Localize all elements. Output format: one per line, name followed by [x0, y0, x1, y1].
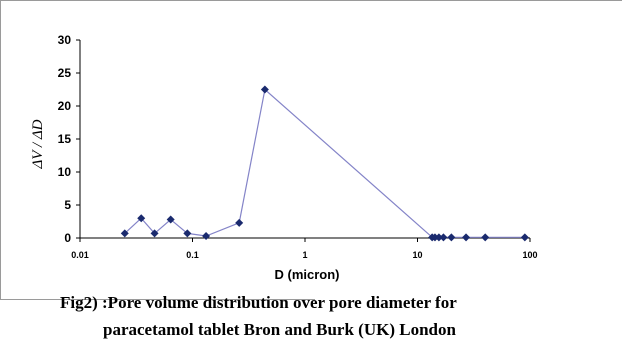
x-tick-label: 1	[302, 250, 307, 260]
y-tick-label: 25	[58, 66, 72, 80]
y-axis-title: ΔV / ΔD	[30, 119, 46, 169]
data-point-marker	[202, 232, 211, 241]
data-point-marker	[462, 233, 471, 242]
y-tick-label: 15	[58, 132, 72, 146]
x-tick-label: 10	[412, 250, 422, 260]
data-point-marker	[439, 233, 448, 242]
frame-bottom-border	[0, 299, 315, 300]
y-tick-label: 10	[58, 165, 72, 179]
data-point-marker	[481, 233, 490, 242]
x-axis-title: D (micron)	[275, 267, 340, 282]
data-point-marker	[120, 229, 129, 238]
frame-left-border	[0, 0, 1, 300]
data-point-marker	[137, 214, 146, 223]
data-point-marker	[447, 233, 456, 242]
x-tick-label: 0.1	[186, 250, 199, 260]
data-point-marker	[183, 229, 192, 238]
y-tick-label: 5	[64, 198, 71, 212]
data-point-marker	[235, 218, 244, 227]
caption-line-1: Fig2) :Pore volume distribution over por…	[60, 293, 457, 312]
data-point-marker	[260, 85, 269, 94]
series-line	[124, 88, 525, 238]
caption-line-2: paracetamol tablet Bron and Burk (UK) Lo…	[103, 320, 456, 339]
frame-top-border	[0, 0, 622, 1]
data-point-marker	[434, 233, 443, 242]
y-tick-label: 20	[58, 99, 72, 113]
x-tick-label: 0.01	[71, 250, 89, 260]
data-point-marker	[520, 233, 529, 242]
data-point-marker	[166, 215, 175, 224]
x-tick-label: 100	[522, 250, 537, 260]
data-point-marker	[150, 229, 159, 238]
chart: 0 5 10 15 20 25 30 0.01 0.1 1 10 100 D (micron) ΔV / …	[30, 33, 538, 282]
y-tick-label: 30	[58, 33, 72, 47]
y-tick-label: 0	[64, 231, 71, 245]
